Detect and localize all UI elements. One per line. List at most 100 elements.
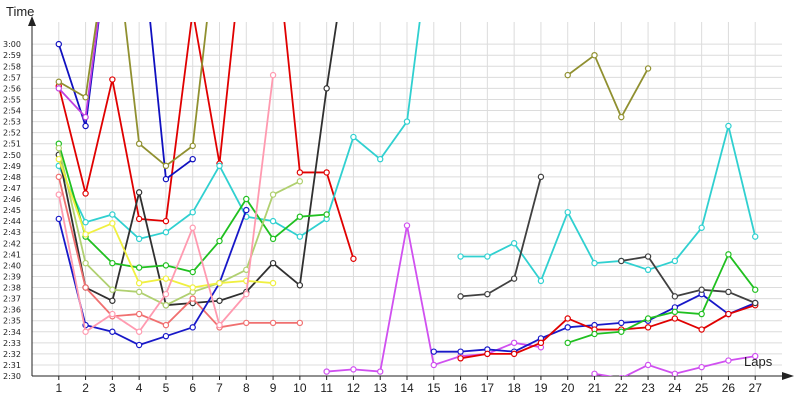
data-point (671, 308, 679, 316)
x-tick-label: 19 (534, 381, 548, 395)
series-18 (564, 51, 652, 121)
data-point (430, 361, 437, 369)
data-point (537, 277, 545, 285)
data-point (269, 191, 277, 198)
y-tick-label: 2:30 (3, 372, 21, 381)
data-point (162, 175, 170, 183)
x-tick-label: 2 (82, 381, 89, 395)
data-point (162, 217, 170, 225)
series-6 (55, 22, 338, 309)
data-point (55, 215, 62, 223)
series-line (621, 255, 756, 304)
data-point (269, 279, 277, 287)
series-line (460, 304, 756, 360)
data-point (109, 328, 116, 335)
y-tick-label: 2:40 (3, 261, 21, 270)
data-point (189, 295, 196, 302)
data-point (725, 357, 732, 364)
data-point (537, 339, 545, 347)
data-point (162, 228, 170, 236)
y-tick-label: 2:54 (3, 107, 21, 116)
data-point (189, 324, 196, 331)
data-point (457, 293, 464, 300)
data-point (698, 224, 705, 231)
data-point (671, 257, 679, 265)
data-point (135, 288, 143, 296)
y-tick-label: 2:53 (3, 118, 21, 127)
y-tick-label: 2:39 (3, 272, 21, 281)
data-point (55, 144, 62, 152)
data-point (162, 290, 170, 298)
data-point (243, 206, 250, 214)
data-point (109, 76, 116, 83)
data-point (698, 310, 705, 318)
x-tick-label: 25 (695, 381, 709, 395)
series-7 (55, 140, 330, 276)
y-tick-label: 2:56 (3, 84, 21, 93)
data-point (162, 162, 170, 170)
y-tick-label: 2:31 (3, 361, 21, 370)
data-point (189, 224, 196, 231)
data-point (135, 189, 143, 196)
data-point (484, 350, 491, 358)
series-12 (55, 71, 277, 335)
x-tick-label: 23 (641, 381, 655, 395)
y-tick-label: 2:41 (3, 250, 21, 259)
data-point (269, 71, 277, 79)
data-point (564, 209, 571, 216)
series-3 (55, 22, 99, 121)
data-point (189, 209, 196, 216)
data-point (162, 332, 170, 340)
data-point (55, 40, 62, 48)
data-point (135, 328, 143, 335)
data-point (135, 140, 143, 147)
series-line (57, 176, 300, 329)
data-point (403, 118, 411, 125)
x-tick-label: 16 (454, 381, 468, 395)
data-point (510, 275, 518, 282)
data-point (323, 169, 330, 176)
data-point (82, 94, 89, 101)
x-tick-label: 9 (270, 381, 277, 395)
y-tick-label: 2:32 (3, 350, 21, 359)
series-17 (457, 173, 759, 307)
x-tick-labels: 1 2 3 4 5 6 7 8 9 10 11 12 13 14 15 16 17 18 19 20 21 22 23 24 2… (55, 381, 762, 395)
data-point (644, 324, 652, 331)
data-point (216, 162, 223, 170)
data-point (296, 169, 304, 176)
data-point (618, 113, 625, 121)
data-point (55, 78, 62, 85)
x-tick-label: 7 (216, 381, 223, 395)
x-tick-label: 4 (136, 381, 143, 395)
series-13 (323, 222, 759, 376)
data-point (162, 302, 170, 309)
data-point (216, 297, 223, 304)
axes (28, 16, 794, 380)
data-point (296, 282, 304, 289)
data-point (55, 191, 62, 198)
series-lines (55, 22, 759, 376)
data-point (135, 310, 143, 318)
y-tick-label: 2:50 (3, 151, 21, 160)
x-tick-label: 12 (347, 381, 361, 395)
data-point (698, 286, 705, 293)
data-point (752, 233, 759, 240)
y-tick-label: 2:36 (3, 306, 21, 315)
data-point (82, 231, 89, 238)
x-tick-label: 8 (243, 381, 250, 395)
series-5 (55, 22, 208, 170)
data-point (698, 326, 705, 333)
data-point (243, 195, 250, 203)
data-point (644, 361, 652, 369)
data-point (82, 113, 89, 121)
data-point (323, 211, 330, 218)
y-tick-label: 3:00 (3, 40, 21, 49)
data-point (430, 348, 437, 355)
x-tick-label: 11 (320, 381, 333, 395)
y-tick-label: 2:47 (3, 184, 21, 193)
y-tick-label: 2:38 (3, 284, 21, 293)
data-point (296, 319, 304, 327)
data-point (82, 328, 89, 335)
data-point (350, 255, 357, 262)
y-tick-label: 2:55 (3, 95, 21, 104)
